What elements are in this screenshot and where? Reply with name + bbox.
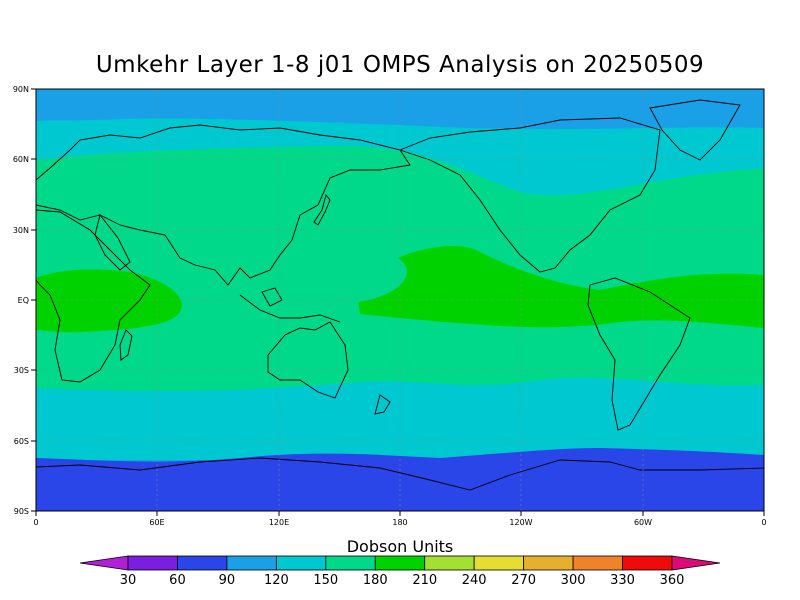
colorbar-level-label: 120	[264, 573, 289, 588]
colorbar-level-label: 240	[462, 573, 487, 588]
coast-indonesia	[239, 294, 341, 323]
band-210-240	[36, 269, 182, 333]
lon-label-120e: 120E	[269, 518, 289, 527]
map-title: Umkehr Layer 1-8 j01 OMPS Analysis on 20…	[95, 52, 705, 78]
lat-label-90n: 90N	[13, 85, 29, 94]
coast-greenland	[649, 99, 741, 161]
lat-label-90s: 90S	[14, 507, 29, 516]
lat-label-60n: 60N	[13, 155, 29, 164]
coast-antarctica	[36, 457, 764, 491]
lon-label-180: 180	[392, 518, 407, 527]
band-90-120-cap	[36, 89, 764, 128]
coastlines	[36, 99, 764, 491]
coast-japan	[313, 194, 331, 226]
colorbar-level-label: 210	[412, 573, 437, 588]
coast-north-america	[398, 117, 661, 273]
band-210-240-pacific	[358, 245, 764, 328]
colorbar-level-label: 180	[363, 573, 388, 588]
grid-lines	[36, 89, 764, 511]
colorbar-level-label: 300	[561, 573, 586, 588]
colorbar-level-label: 360	[660, 573, 685, 588]
colorbar-level-label: 90	[219, 573, 236, 588]
colorbar-under-triangle	[79, 555, 129, 571]
colorbar-box	[275, 555, 327, 571]
lon-labels: 0 60E 120E 180 120W 60W 0	[33, 518, 766, 527]
colorbar-box	[226, 555, 277, 571]
colorbar-title: Dobson Units	[346, 537, 454, 556]
colorbar-box	[374, 555, 426, 571]
lat-labels: 90N 60N 30N EQ 30S 60S 90S	[13, 85, 29, 516]
coast-madagascar	[119, 329, 133, 361]
lat-label-30s: 30S	[14, 366, 29, 375]
colorbar-box	[127, 555, 178, 571]
colorbar-over-triangle	[671, 555, 721, 571]
colorbar-level-label: 330	[610, 573, 635, 588]
lon-label-0-left: 0	[33, 518, 38, 527]
colorbar-level-label: 60	[169, 573, 186, 588]
lat-label-eq: EQ	[18, 296, 29, 305]
lat-label-30n: 30N	[13, 226, 29, 235]
band-150-180-lower	[36, 395, 764, 432]
coast-eurasia	[36, 124, 411, 286]
band-180-210	[36, 145, 764, 391]
coast-arabia	[94, 213, 131, 271]
colorbar: 30 60 90 120 150 180 210 240 270 300 330 360	[79, 555, 721, 588]
colorbar-level-label: 30	[120, 573, 137, 588]
colorbar-level-label: 150	[313, 573, 338, 588]
colorbar-box	[424, 555, 475, 571]
colorbar-level-label: 270	[511, 573, 536, 588]
coast-africa	[36, 209, 151, 383]
lat-label-60s: 60S	[14, 437, 29, 446]
tick-marks	[31, 88, 765, 516]
colorbar-box	[523, 555, 574, 571]
lon-label-60e: 60E	[149, 518, 164, 527]
colorbar-box	[177, 555, 228, 571]
coast-south-america	[587, 277, 691, 431]
colorbar-box	[473, 555, 525, 571]
coast-new-zealand	[374, 394, 391, 415]
colorbar-box	[572, 555, 623, 571]
colorbar-box	[325, 555, 376, 571]
colorbar-box	[622, 555, 673, 571]
lon-label-120w: 120W	[509, 518, 532, 527]
lon-label-60w: 60W	[634, 518, 652, 527]
lon-label-0-right: 0	[761, 518, 766, 527]
